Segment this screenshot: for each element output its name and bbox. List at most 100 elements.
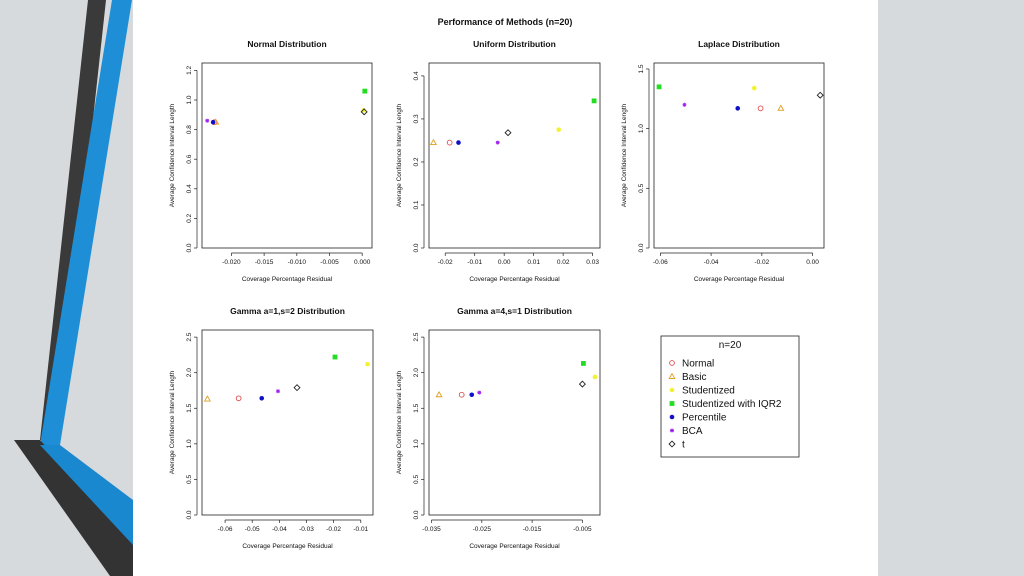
point-percentile: [735, 106, 741, 111]
point-studentized: [592, 374, 598, 380]
chart-title: Gamma a=1,s=2 Distribution: [230, 306, 345, 316]
y-tick-label: 0.3: [413, 114, 420, 123]
x-tick-label: 0.01: [527, 259, 540, 266]
x-tick-label: 0.000: [354, 259, 371, 266]
point-normal: [446, 139, 453, 146]
x-tick-label: -0.005: [320, 259, 339, 266]
y-axis-label: Average Confidence Interval Length: [169, 370, 176, 474]
y-tick-label: 0.5: [638, 183, 645, 192]
y-tick-label: 0.5: [186, 475, 193, 484]
point-normal: [757, 105, 764, 112]
point-t: [504, 129, 512, 137]
y-tick-label: 0.6: [186, 154, 193, 163]
chart-title: Gamma a=4,s=1 Distribution: [457, 306, 572, 316]
x-tick-label: -0.03: [299, 526, 314, 533]
x-axis-label: Coverage Percentage Residual: [469, 276, 560, 283]
y-tick-label: 1.5: [186, 403, 193, 412]
point-t: [293, 384, 301, 392]
chart-title: Laplace Distribution: [698, 39, 780, 49]
point-studentized-with-iqr2: [581, 361, 586, 366]
legend-label: Normal: [682, 359, 714, 370]
y-axis-label: Average Confidence Interval Length: [396, 370, 403, 474]
y-tick-label: 1.5: [413, 403, 420, 412]
x-tick-label: 0.03: [586, 259, 599, 266]
decor-dark-bottom: [14, 440, 133, 576]
plot-frame: [201, 329, 374, 516]
legend-title: n=20: [719, 340, 742, 351]
y-tick-label: 0.0: [413, 510, 420, 519]
point-studentized: [556, 127, 562, 132]
point-bca: [276, 389, 280, 394]
chart-panel-5: Gamma a=4,s=1 Distribution -0.035 -0.025 -0…: [396, 306, 601, 550]
x-axis-label: Coverage Percentage Residual: [242, 276, 333, 283]
y-tick-label: 1.5: [638, 64, 645, 73]
point-percentile: [259, 396, 265, 401]
x-tick-label: -0.04: [272, 526, 287, 533]
point-studentized: [751, 85, 757, 91]
legend-label: Studentized: [682, 386, 735, 397]
slide-canvas: [133, 0, 878, 576]
y-tick-label: 1.0: [413, 439, 420, 448]
point-normal: [235, 395, 242, 402]
point-t: [816, 91, 824, 99]
point-percentile: [469, 392, 475, 398]
chart-panel-2: Uniform Distribution -0.02 -0.01 0.00 0.01 0.…: [396, 39, 601, 283]
point-t: [360, 108, 368, 116]
point-basic: [429, 138, 437, 146]
y-tick-label: 1.0: [186, 95, 193, 104]
x-tick-label: -0.015: [255, 259, 274, 266]
y-axis-label: Average Confidence Interval Length: [169, 103, 176, 207]
x-tick-label: -0.01: [353, 526, 368, 533]
point-basic: [777, 104, 785, 111]
y-tick-label: 1.0: [638, 124, 645, 133]
y-tick-label: 0.0: [413, 243, 420, 252]
point-bca: [682, 102, 687, 107]
point-studentized-with-iqr2: [362, 88, 368, 94]
x-tick-label: -0.06: [653, 259, 668, 266]
x-tick-label: -0.025: [473, 526, 492, 533]
y-tick-label: 2.5: [186, 332, 193, 341]
y-tick-label: 0.2: [186, 214, 193, 223]
x-tick-label: -0.010: [288, 259, 307, 266]
y-tick-label: 0.4: [186, 184, 193, 193]
legend: n=20 Normal Basic Studentized Studentized wi…: [660, 335, 800, 458]
point-basic: [435, 390, 443, 398]
y-tick-label: 0.0: [186, 243, 193, 252]
y-tick-label: 2.0: [186, 368, 193, 377]
y-tick-label: 0.1: [413, 200, 420, 209]
chart-panel-3: Laplace Distribution -0.06 -0.04 -0.02 0.00 C…: [621, 39, 825, 283]
plot-frame: [653, 62, 825, 249]
y-tick-label: 2.0: [413, 368, 420, 377]
x-tick-label: 0.00: [498, 259, 511, 266]
y-axis-label: Average Confidence Interval Length: [396, 103, 403, 207]
legend-marker-studentized: [669, 387, 675, 393]
legend-marker-percentile: [669, 414, 675, 420]
point-studentized-with-iqr2: [656, 84, 662, 90]
legend-label: Studentized with IQR2: [682, 399, 782, 410]
x-tick-label: 0.00: [806, 259, 819, 266]
y-tick-label: 0.2: [413, 157, 420, 166]
point-percentile: [456, 140, 461, 145]
x-tick-label: -0.035: [422, 526, 441, 533]
y-tick-label: 0.0: [638, 243, 645, 252]
legend-label: BCA: [682, 426, 703, 437]
x-tick-label: -0.02: [754, 259, 769, 266]
x-tick-label: -0.05: [245, 526, 260, 533]
y-tick-label: 2.5: [413, 332, 420, 341]
chart-panel-1: Normal Distribution -0.020 -0.015 -0.010 -0.…: [169, 39, 373, 283]
x-tick-label: -0.02: [326, 526, 341, 533]
plot-frame: [428, 329, 601, 516]
legend-label: Basic: [682, 372, 706, 383]
point-bca: [477, 390, 482, 395]
legend-marker-studentized-with-iqr2: [669, 401, 675, 406]
point-t: [578, 380, 586, 388]
plot-frame: [428, 62, 601, 249]
figure-title: Performance of Methods (n=20): [438, 17, 573, 27]
point-bca: [205, 118, 210, 123]
x-tick-label: -0.02: [438, 259, 453, 266]
y-tick-label: 0.5: [413, 475, 420, 484]
x-axis-label: Coverage Percentage Residual: [694, 276, 785, 283]
point-bca: [495, 140, 500, 145]
point-studentized: [365, 361, 370, 367]
legend-label: t: [682, 440, 685, 451]
